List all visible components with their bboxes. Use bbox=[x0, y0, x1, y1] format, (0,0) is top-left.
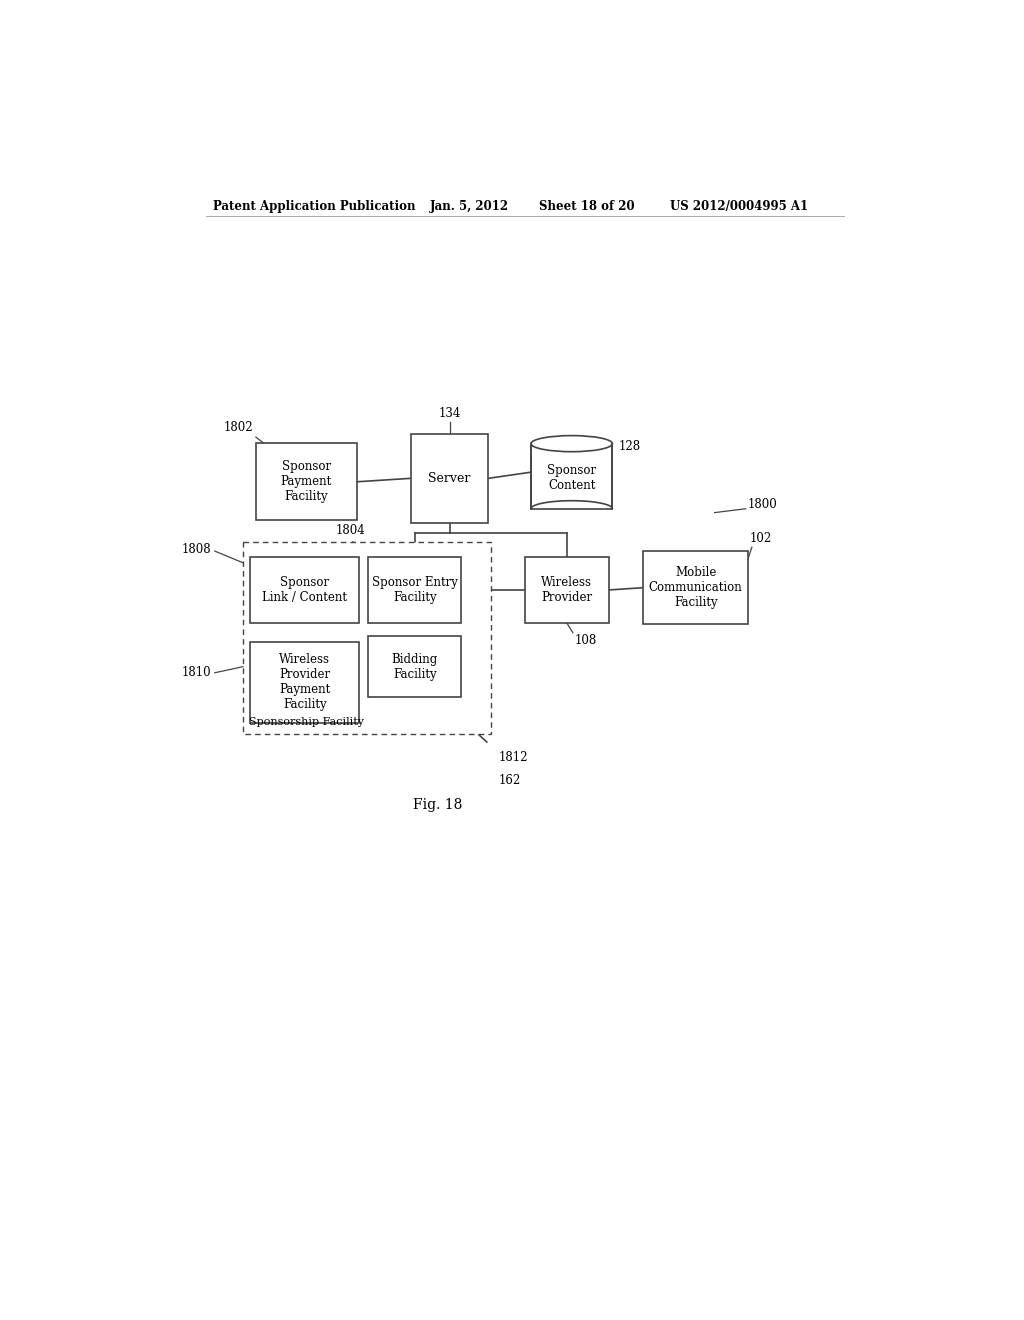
Bar bbox=[251, 557, 359, 623]
Text: Sponsor
Link / Content: Sponsor Link / Content bbox=[262, 576, 347, 605]
Text: Sheet 18 of 20: Sheet 18 of 20 bbox=[539, 199, 635, 213]
Text: Sponsor Entry
Facility: Sponsor Entry Facility bbox=[372, 576, 458, 605]
Bar bbox=[369, 636, 461, 697]
Text: Server: Server bbox=[428, 471, 471, 484]
Text: US 2012/0004995 A1: US 2012/0004995 A1 bbox=[671, 199, 809, 213]
Text: Mobile
Communication
Facility: Mobile Communication Facility bbox=[649, 566, 742, 609]
Text: Patent Application Publication: Patent Application Publication bbox=[213, 199, 416, 213]
Text: 162: 162 bbox=[499, 775, 520, 788]
Text: 1802: 1802 bbox=[224, 421, 254, 434]
Bar bbox=[524, 557, 608, 623]
Text: Wireless
Provider: Wireless Provider bbox=[541, 576, 592, 605]
Text: 1812: 1812 bbox=[499, 751, 528, 764]
Bar bbox=[411, 434, 488, 523]
Bar bbox=[531, 444, 612, 508]
Text: 134: 134 bbox=[438, 407, 461, 420]
Text: 1804: 1804 bbox=[336, 524, 366, 537]
Text: Sponsor
Payment
Facility: Sponsor Payment Facility bbox=[281, 461, 332, 503]
Text: 1808: 1808 bbox=[182, 543, 212, 556]
Text: Jan. 5, 2012: Jan. 5, 2012 bbox=[430, 199, 509, 213]
Bar bbox=[256, 444, 356, 520]
Bar bbox=[251, 642, 359, 723]
Text: 1810: 1810 bbox=[182, 667, 212, 680]
Bar bbox=[643, 552, 748, 624]
Text: 1800: 1800 bbox=[748, 499, 778, 511]
Bar bbox=[243, 543, 490, 734]
Text: 128: 128 bbox=[618, 440, 641, 453]
Bar bbox=[369, 557, 461, 623]
Text: Sponsor
Content: Sponsor Content bbox=[547, 463, 596, 492]
Text: Fig. 18: Fig. 18 bbox=[414, 799, 463, 812]
Text: Sponsorship Facility: Sponsorship Facility bbox=[249, 717, 364, 726]
Text: Wireless
Provider
Payment
Facility: Wireless Provider Payment Facility bbox=[280, 653, 331, 711]
Text: Bidding
Facility: Bidding Facility bbox=[391, 652, 438, 681]
Text: 108: 108 bbox=[574, 635, 597, 647]
Ellipse shape bbox=[531, 436, 612, 451]
Text: 102: 102 bbox=[750, 532, 772, 545]
